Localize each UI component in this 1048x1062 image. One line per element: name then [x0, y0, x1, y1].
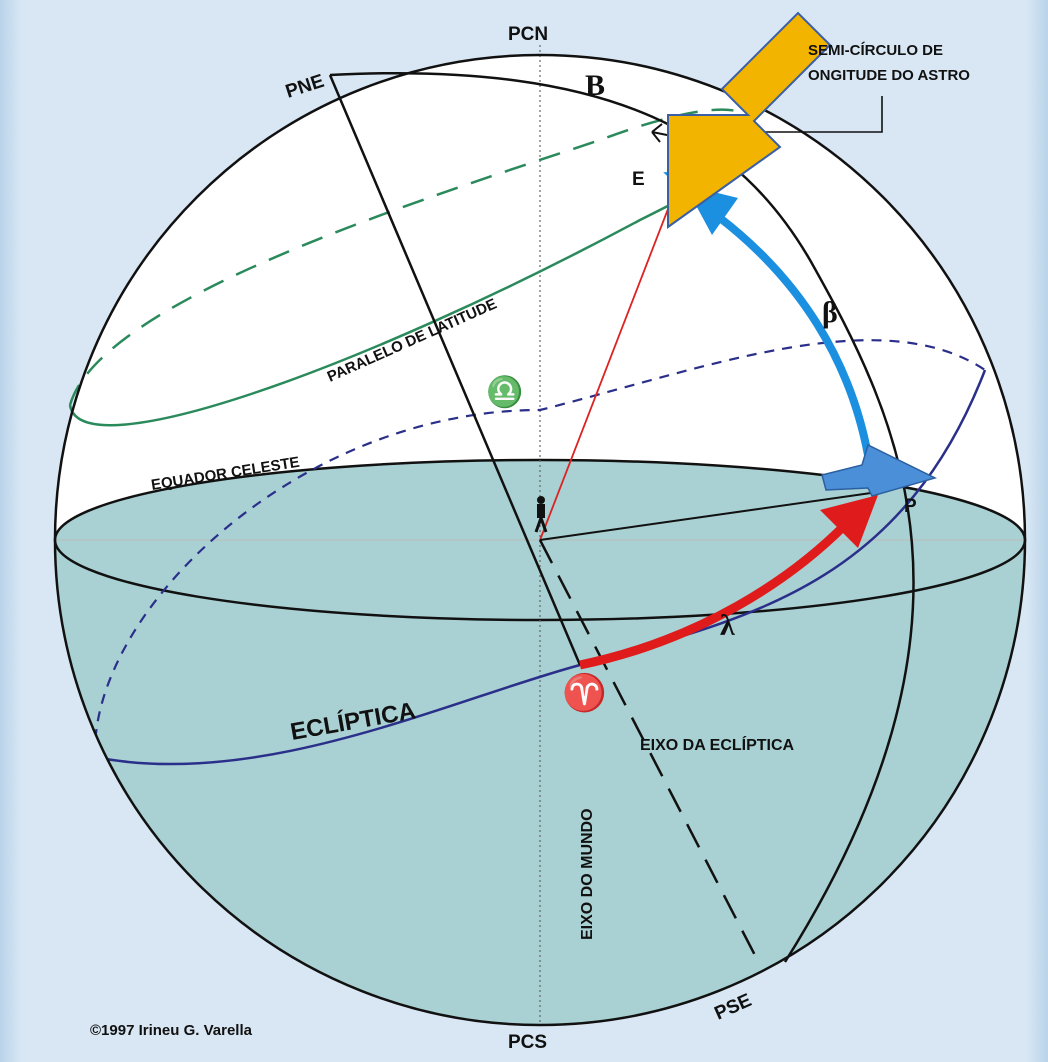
label-lambda: λ: [720, 609, 735, 642]
radius-to-p: [539, 491, 879, 541]
sphere-outline: [53, 53, 1027, 1027]
ecliptic-back: [93, 339, 986, 758]
lower-hemisphere: [55, 460, 1025, 1025]
beta-arc: [717, 214, 872, 456]
ecliptic-axis-solid: [328, 74, 582, 666]
callout-bracket: [745, 96, 883, 133]
label-semi-circle-1: SEMI-CÍRCULO DE: [808, 42, 943, 59]
copyright-text: ©1997 Irineu G. Varella: [90, 1022, 253, 1039]
label-e: E: [632, 169, 645, 190]
radius-to-star: [539, 177, 681, 541]
label-b: B: [585, 69, 605, 102]
label-beta: β: [822, 296, 838, 329]
lambda-arc: [579, 521, 849, 670]
label-libra: ♎: [486, 374, 523, 409]
parallel-back: [68, 108, 752, 406]
label-pse: PSE: [711, 990, 754, 1025]
label-semi-circle-2: ONGITUDE DO ASTRO: [808, 67, 970, 84]
lambda-arrowhead: [820, 495, 878, 548]
label-p: P: [904, 496, 917, 517]
label-eixo-mundo: EIXO DO MUNDO: [579, 808, 596, 940]
observer-icon: [534, 496, 548, 533]
longitude-semicircle: [329, 71, 915, 963]
label-aries: ♈: [562, 672, 607, 713]
label-eixo-ecliptica: EIXO DA ECLÍPTICA: [640, 735, 795, 754]
label-pne: PNE: [283, 71, 327, 103]
label-pcn: PCN: [508, 24, 548, 45]
label-pcs: PCS: [508, 1032, 547, 1053]
p-marker: [821, 443, 938, 497]
pointer-arrow: [667, 11, 832, 229]
